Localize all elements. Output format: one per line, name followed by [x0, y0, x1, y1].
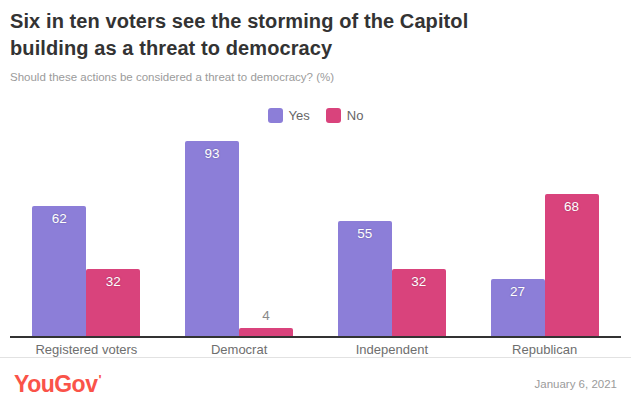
- bar-value-label: 68: [545, 199, 599, 214]
- chart-title: Six in ten voters see the storming of th…: [10, 8, 550, 62]
- yougov-logo: YouGov: [14, 371, 100, 398]
- bar-yes: 93: [185, 141, 239, 336]
- category-label: Independent: [317, 342, 467, 357]
- legend-label-yes: Yes: [289, 108, 310, 123]
- footer: YouGov January 6, 2021: [0, 357, 631, 410]
- footer-date: January 6, 2021: [535, 378, 617, 390]
- plot-area: 62 32 93 4 55 32 27 68: [10, 135, 621, 338]
- category-label: Republican: [470, 342, 620, 357]
- bar-value-label: 27: [491, 284, 545, 299]
- plot-wrap: 62 32 93 4 55 32 27 68: [10, 135, 621, 338]
- bar-no: 32: [392, 269, 446, 336]
- chart-subtitle: Should these actions be considered a thr…: [10, 71, 621, 83]
- legend-swatch-yes-icon: [268, 108, 283, 123]
- bar-yes: 55: [338, 221, 392, 336]
- bar-yes: 27: [491, 279, 545, 336]
- bar-yes: 62: [32, 206, 86, 336]
- bar-value-label: 32: [86, 274, 140, 289]
- bar-group: 55 32: [338, 135, 446, 336]
- legend-label-no: No: [347, 108, 364, 123]
- bar-group: 93 4: [185, 135, 293, 336]
- bar-no: 68: [545, 194, 599, 336]
- legend-swatch-no-icon: [326, 108, 341, 123]
- chart-page: Six in ten voters see the storming of th…: [0, 0, 631, 410]
- bar-value-label: 32: [392, 274, 446, 289]
- category-labels: Registered votersDemocratIndependentRepu…: [10, 342, 621, 357]
- legend-item-yes: Yes: [268, 108, 310, 123]
- bar-no: 4: [239, 328, 293, 336]
- bar-group: 62 32: [32, 135, 140, 336]
- category-label: Registered voters: [11, 342, 161, 357]
- bar-value-label: 62: [32, 211, 86, 226]
- bar-value-label: 55: [338, 226, 392, 241]
- chart-legend: Yes No: [0, 107, 631, 123]
- bar-value-label: 93: [185, 146, 239, 161]
- legend-item-no: No: [326, 108, 364, 123]
- category-label: Democrat: [164, 342, 314, 357]
- bar-value-label: 4: [239, 308, 293, 323]
- bar-no: 32: [86, 269, 140, 336]
- bar-group: 27 68: [491, 135, 599, 336]
